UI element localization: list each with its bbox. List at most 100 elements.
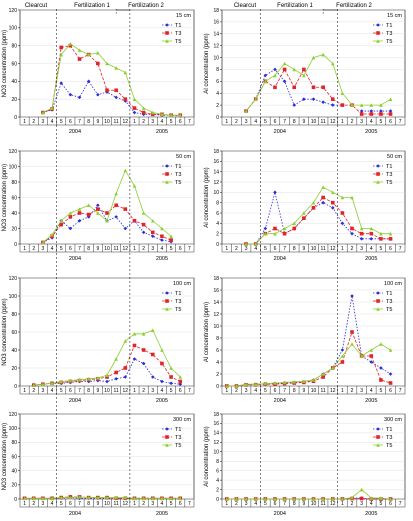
x-tick-label: 7: [283, 119, 286, 125]
y-axis-label: NO3 concentration (ppm): [2, 298, 8, 365]
data-point: [169, 113, 173, 118]
data-point: [330, 497, 335, 501]
data-point: [282, 67, 287, 72]
y-axis-label: NO3 concentration (ppm): [2, 423, 8, 490]
data-point: [292, 226, 297, 231]
x-tick-label: 4: [370, 119, 373, 125]
data-point: [369, 109, 374, 113]
y-tick-label: 8: [216, 336, 219, 342]
data-point: [263, 226, 268, 231]
data-point: [123, 375, 128, 379]
x-tick-label: 10: [104, 246, 110, 252]
y-tick-label: 18: [213, 8, 219, 14]
data-point: [96, 51, 100, 55]
data-point: [340, 354, 345, 358]
year-label: 2005: [365, 511, 377, 517]
data-point: [123, 70, 128, 75]
legend-label: T5: [386, 307, 392, 313]
y-tick-label: 0: [216, 497, 219, 503]
data-point: [150, 352, 155, 357]
y-tick-label: 120: [9, 8, 18, 14]
legend-marker: [165, 39, 169, 43]
legend-label: T5: [386, 443, 392, 449]
x-tick-label: 7: [78, 246, 81, 252]
y-tick-label: 16: [213, 288, 219, 294]
data-point: [114, 370, 118, 375]
legend-marker: [165, 180, 169, 184]
data-point: [302, 379, 306, 383]
x-tick-label: 6: [69, 119, 72, 125]
data-point: [292, 221, 297, 226]
x-tick-label: 6: [179, 119, 182, 125]
data-point: [114, 66, 118, 70]
x-tick-label: 10: [311, 388, 317, 394]
x-tick-label: 1: [133, 388, 136, 394]
x-tick-label: 5: [170, 119, 173, 125]
year-label: 2004: [69, 256, 81, 262]
phase-label: Clearcut: [234, 3, 257, 9]
x-tick-label: 2: [235, 501, 238, 507]
y-tick-label: 4: [216, 91, 219, 97]
y-axis-label: Al concentration (ppm): [204, 167, 210, 227]
y-tick-label: 40: [11, 468, 17, 474]
data-point: [169, 496, 173, 501]
data-point: [150, 218, 155, 223]
data-point: [292, 380, 297, 384]
data-point: [302, 497, 306, 501]
y-tick-label: 2: [216, 231, 219, 237]
data-point: [359, 226, 364, 231]
x-tick-label: 5: [170, 388, 173, 394]
data-point: [68, 215, 73, 219]
x-tick-label: 8: [87, 246, 90, 252]
data-point: [311, 378, 316, 382]
x-tick-label: 8: [293, 388, 296, 394]
data-point: [150, 234, 155, 239]
x-tick-label: 5: [264, 246, 267, 252]
data-point: [244, 382, 248, 386]
data-point: [169, 238, 173, 242]
data-point: [321, 52, 325, 57]
y-tick-label: 120: [9, 276, 18, 282]
data-point: [86, 212, 91, 217]
data-point: [282, 61, 287, 66]
data-point: [178, 375, 183, 379]
x-tick-label: 1: [23, 388, 26, 394]
data-point: [50, 106, 54, 110]
x-tick-label: 6: [69, 246, 72, 252]
x-tick-label: 3: [151, 119, 154, 125]
x-tick-label: 3: [360, 501, 363, 507]
data-point: [379, 112, 383, 116]
x-tick-label: 6: [389, 501, 392, 507]
data-point: [123, 207, 128, 211]
y-tick-label: 120: [9, 149, 18, 155]
data-point: [132, 184, 137, 188]
data-point: [114, 191, 118, 196]
x-tick-label: 3: [360, 119, 363, 125]
series-line: [42, 80, 181, 117]
y-tick-label: 60: [11, 454, 17, 460]
data-point: [369, 231, 374, 236]
x-tick-label: 3: [151, 388, 154, 394]
phase-label: Fertilization 2: [128, 3, 164, 9]
data-point: [388, 348, 393, 352]
data-point: [321, 195, 325, 200]
data-point: [282, 226, 287, 231]
data-point: [105, 88, 109, 93]
data-point: [86, 377, 91, 381]
data-point: [105, 495, 109, 500]
x-tick-label: 2: [351, 501, 354, 507]
y-tick-label: 2: [216, 487, 219, 493]
legend-marker: [376, 299, 380, 303]
data-point: [123, 97, 128, 101]
data-point: [273, 226, 277, 231]
data-point: [41, 110, 45, 115]
x-tick-label: 1: [225, 388, 228, 394]
x-tick-label: 12: [330, 246, 336, 252]
x-tick-label: 7: [78, 501, 81, 507]
data-point: [114, 88, 118, 93]
data-point: [321, 100, 325, 104]
x-tick-label: 5: [60, 501, 63, 507]
y-tick-label: 20: [11, 483, 17, 489]
x-tick-label: 4: [161, 388, 164, 394]
x-tick-label: 1: [341, 501, 344, 507]
